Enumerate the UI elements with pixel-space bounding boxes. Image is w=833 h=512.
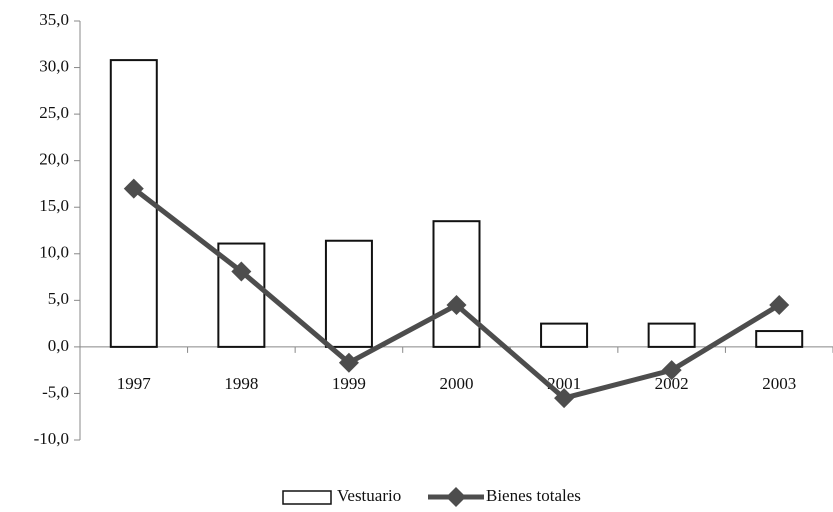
x-tick-label: 1998 bbox=[224, 374, 258, 393]
y-tick-label: 0,0 bbox=[48, 336, 69, 355]
x-tick-label: 2002 bbox=[655, 374, 689, 393]
y-tick-label: 20,0 bbox=[39, 150, 69, 169]
x-tick-label: 1999 bbox=[332, 374, 366, 393]
y-tick-label: 35,0 bbox=[39, 10, 69, 29]
bar bbox=[432, 220, 481, 348]
marker bbox=[769, 294, 790, 315]
legend-swatch bbox=[282, 490, 332, 505]
marker bbox=[446, 294, 467, 315]
y-tick-label: 10,0 bbox=[39, 243, 69, 262]
x-tick-label: 1997 bbox=[117, 374, 152, 393]
marker bbox=[231, 261, 252, 282]
bar bbox=[755, 330, 804, 348]
legend-label: Vestuario bbox=[337, 486, 401, 505]
y-tick-label: -10,0 bbox=[34, 429, 69, 448]
bar bbox=[540, 322, 589, 348]
bar bbox=[324, 239, 373, 348]
marker bbox=[661, 360, 682, 381]
bar bbox=[647, 322, 696, 348]
x-tick-label: 2000 bbox=[440, 374, 474, 393]
y-tick-label: -5,0 bbox=[42, 382, 69, 401]
y-tick-label: 5,0 bbox=[48, 289, 69, 308]
y-tick-label: 25,0 bbox=[39, 103, 69, 122]
marker bbox=[338, 352, 359, 373]
legend-label: Bienes totales bbox=[486, 486, 581, 505]
marker bbox=[554, 388, 575, 409]
marker bbox=[123, 178, 144, 199]
y-tick-label: 30,0 bbox=[39, 56, 69, 75]
y-tick-label: 15,0 bbox=[39, 196, 69, 215]
x-tick-label: 2003 bbox=[762, 374, 796, 393]
legend-marker bbox=[446, 487, 466, 507]
